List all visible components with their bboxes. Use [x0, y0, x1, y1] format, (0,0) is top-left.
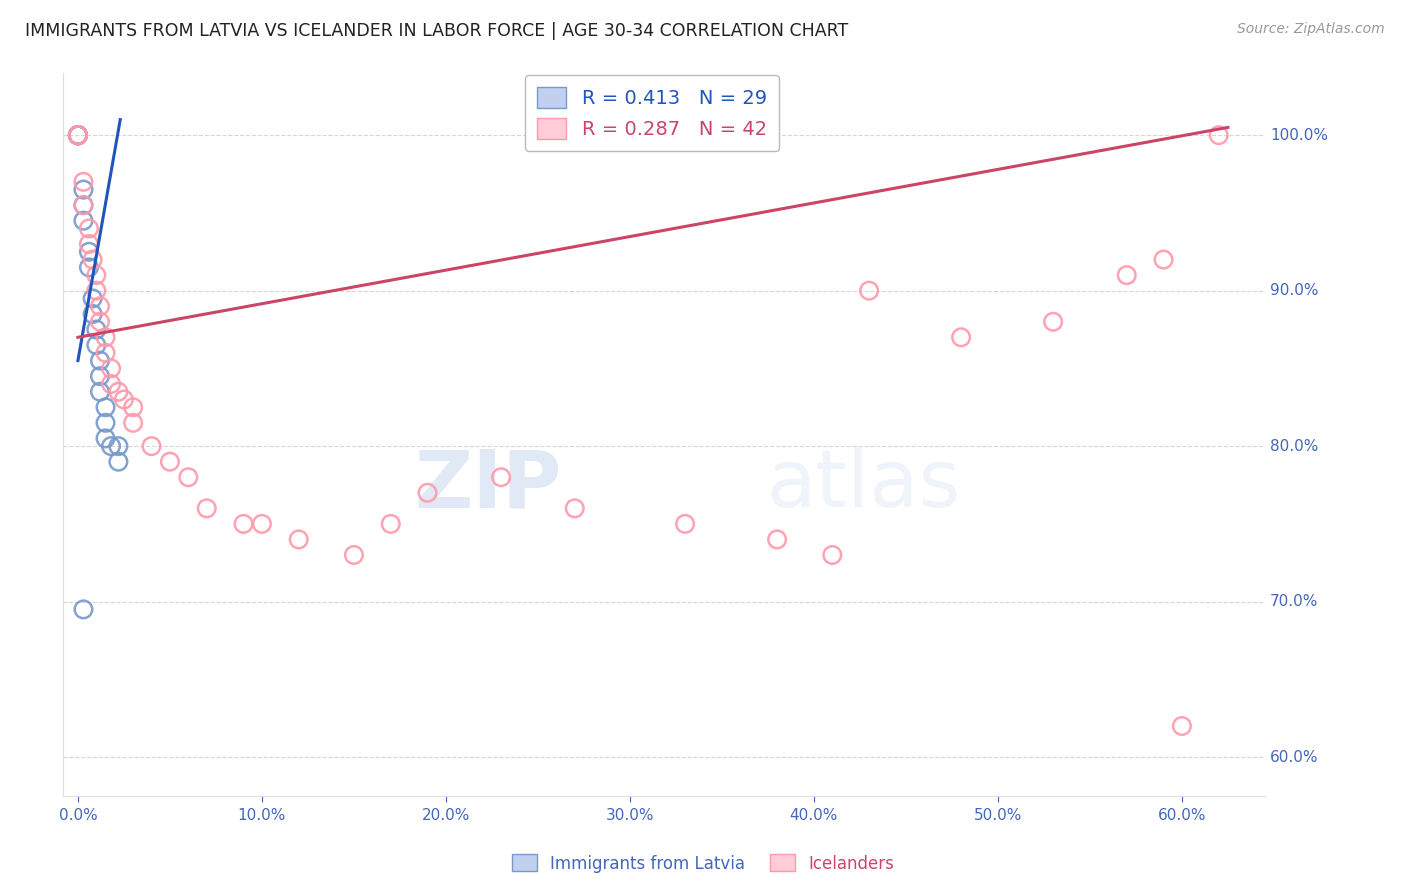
Point — [77, 244, 100, 259]
Point — [1042, 315, 1064, 329]
Point — [66, 128, 89, 143]
Point — [107, 455, 129, 469]
Point — [94, 401, 117, 415]
Point — [821, 548, 844, 562]
Point — [82, 252, 104, 267]
Legend: R = 0.413   N = 29, R = 0.287   N = 42: R = 0.413 N = 29, R = 0.287 N = 42 — [526, 76, 779, 151]
Point — [89, 353, 111, 368]
Point — [107, 384, 129, 399]
Point — [89, 384, 111, 399]
Point — [380, 516, 402, 531]
Text: IMMIGRANTS FROM LATVIA VS ICELANDER IN LABOR FORCE | AGE 30-34 CORRELATION CHART: IMMIGRANTS FROM LATVIA VS ICELANDER IN L… — [25, 22, 849, 40]
Point — [94, 346, 117, 360]
Point — [66, 128, 89, 143]
Point — [1115, 268, 1137, 282]
Point — [66, 128, 89, 143]
Point — [89, 369, 111, 384]
Point — [66, 128, 89, 143]
Point — [77, 221, 100, 235]
Point — [86, 268, 108, 282]
Point — [77, 237, 100, 252]
Point — [489, 470, 512, 484]
Point — [66, 128, 89, 143]
Point — [141, 439, 163, 453]
Point — [564, 501, 586, 516]
Text: atlas: atlas — [766, 446, 960, 524]
Point — [72, 213, 94, 227]
Point — [177, 470, 200, 484]
Text: 70.0%: 70.0% — [1270, 594, 1319, 609]
Point — [766, 533, 789, 547]
Text: 80.0%: 80.0% — [1270, 439, 1319, 454]
Legend: Immigrants from Latvia, Icelanders: Immigrants from Latvia, Icelanders — [505, 847, 901, 880]
Point — [416, 485, 439, 500]
Point — [1171, 719, 1194, 733]
Point — [72, 183, 94, 197]
Point — [1208, 128, 1230, 143]
Point — [66, 128, 89, 143]
Point — [82, 307, 104, 321]
Point — [94, 416, 117, 430]
Point — [86, 322, 108, 336]
Point — [112, 392, 135, 407]
Point — [159, 455, 181, 469]
Point — [66, 128, 89, 143]
Point — [94, 330, 117, 344]
Text: 90.0%: 90.0% — [1270, 283, 1319, 298]
Point — [287, 533, 309, 547]
Point — [86, 338, 108, 352]
Point — [122, 416, 145, 430]
Point — [72, 602, 94, 616]
Point — [86, 284, 108, 298]
Text: 100.0%: 100.0% — [1270, 128, 1329, 143]
Point — [94, 431, 117, 445]
Point — [195, 501, 218, 516]
Point — [66, 128, 89, 143]
Point — [250, 516, 273, 531]
Point — [343, 548, 366, 562]
Point — [100, 376, 122, 391]
Point — [1153, 252, 1175, 267]
Point — [82, 292, 104, 306]
Point — [950, 330, 973, 344]
Point — [72, 198, 94, 212]
Point — [858, 284, 880, 298]
Point — [232, 516, 254, 531]
Point — [100, 439, 122, 453]
Text: ZIP: ZIP — [415, 446, 562, 524]
Point — [89, 315, 111, 329]
Point — [673, 516, 696, 531]
Point — [72, 198, 94, 212]
Point — [77, 260, 100, 275]
Point — [89, 299, 111, 313]
Point — [122, 401, 145, 415]
Point — [100, 361, 122, 376]
Point — [72, 175, 94, 189]
Text: Source: ZipAtlas.com: Source: ZipAtlas.com — [1237, 22, 1385, 37]
Point — [66, 128, 89, 143]
Text: 60.0%: 60.0% — [1270, 749, 1319, 764]
Point — [107, 439, 129, 453]
Point — [66, 128, 89, 143]
